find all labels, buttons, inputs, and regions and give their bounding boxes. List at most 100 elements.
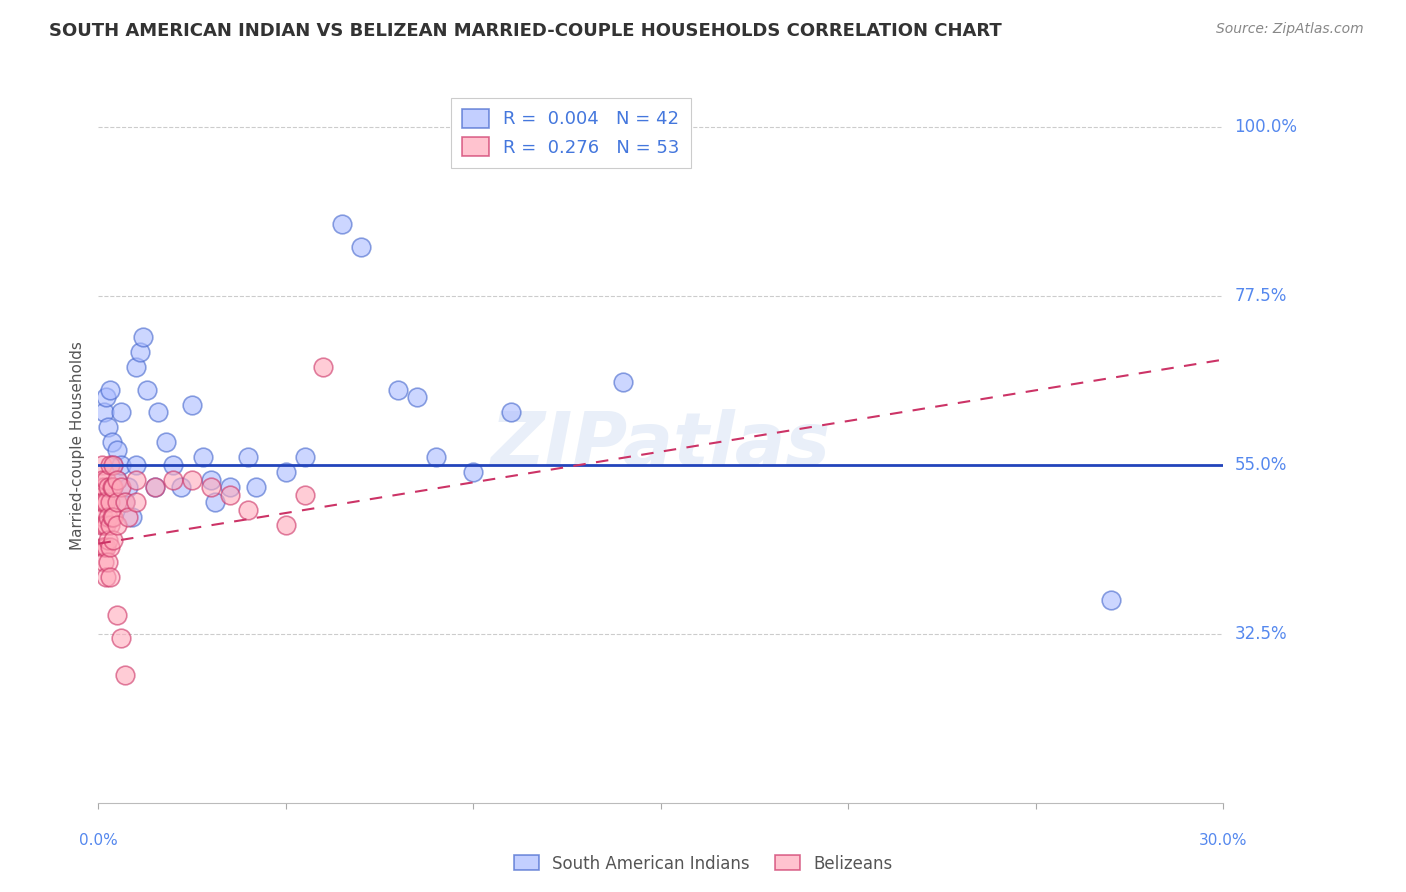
Point bbox=[612, 375, 634, 389]
Point bbox=[105, 517, 128, 532]
Point bbox=[204, 495, 226, 509]
Point bbox=[105, 442, 128, 457]
Point bbox=[125, 458, 148, 472]
Text: 100.0%: 100.0% bbox=[1234, 118, 1298, 136]
Point bbox=[98, 495, 121, 509]
Point bbox=[170, 480, 193, 494]
Point bbox=[105, 473, 128, 487]
Point bbox=[98, 541, 121, 555]
Point bbox=[103, 458, 125, 472]
Point bbox=[114, 495, 136, 509]
Point bbox=[93, 517, 115, 532]
Legend: South American Indians, Belizeans: South American Indians, Belizeans bbox=[508, 848, 898, 880]
Point bbox=[105, 607, 128, 622]
Point bbox=[91, 473, 114, 487]
Point bbox=[312, 360, 335, 375]
Point bbox=[143, 480, 166, 494]
Text: Source: ZipAtlas.com: Source: ZipAtlas.com bbox=[1216, 22, 1364, 37]
Point bbox=[103, 533, 125, 547]
Point bbox=[181, 398, 204, 412]
Point bbox=[132, 330, 155, 344]
Point bbox=[114, 495, 136, 509]
Point bbox=[93, 480, 115, 494]
Point bbox=[94, 495, 117, 509]
Point bbox=[155, 435, 177, 450]
Point bbox=[143, 480, 166, 494]
Point bbox=[121, 510, 143, 524]
Point bbox=[97, 510, 120, 524]
Point bbox=[100, 435, 122, 450]
Point bbox=[97, 480, 120, 494]
Point bbox=[90, 495, 112, 509]
Point bbox=[93, 405, 115, 419]
Point bbox=[91, 458, 114, 472]
Point bbox=[238, 450, 260, 465]
Point bbox=[110, 480, 132, 494]
Point bbox=[98, 458, 121, 472]
Point bbox=[425, 450, 447, 465]
Point bbox=[94, 517, 117, 532]
Point bbox=[91, 541, 114, 555]
Point bbox=[125, 360, 148, 375]
Point bbox=[274, 517, 297, 532]
Point bbox=[105, 495, 128, 509]
Point bbox=[100, 480, 122, 494]
Point bbox=[330, 218, 353, 232]
Point bbox=[103, 458, 125, 472]
Point bbox=[89, 480, 111, 494]
Text: 30.0%: 30.0% bbox=[1199, 833, 1247, 848]
Point bbox=[117, 510, 139, 524]
Point bbox=[98, 383, 121, 397]
Point bbox=[100, 510, 122, 524]
Point bbox=[218, 488, 240, 502]
Point bbox=[94, 390, 117, 404]
Point bbox=[193, 450, 215, 465]
Text: ZIPatlas: ZIPatlas bbox=[491, 409, 831, 483]
Point bbox=[245, 480, 267, 494]
Point bbox=[103, 480, 125, 494]
Point bbox=[114, 668, 136, 682]
Point bbox=[136, 383, 159, 397]
Point bbox=[294, 488, 316, 502]
Text: 77.5%: 77.5% bbox=[1234, 286, 1286, 305]
Point bbox=[94, 473, 117, 487]
Point bbox=[105, 473, 128, 487]
Point bbox=[94, 570, 117, 584]
Point bbox=[238, 503, 260, 517]
Point bbox=[103, 480, 125, 494]
Point bbox=[181, 473, 204, 487]
Point bbox=[103, 510, 125, 524]
Point bbox=[463, 465, 485, 479]
Point bbox=[499, 405, 522, 419]
Point bbox=[97, 420, 120, 434]
Point bbox=[125, 495, 148, 509]
Point bbox=[110, 631, 132, 645]
Point bbox=[91, 495, 114, 509]
Point bbox=[93, 541, 115, 555]
Point bbox=[162, 458, 184, 472]
Point bbox=[117, 480, 139, 494]
Legend: R =  0.004   N = 42, R =  0.276   N = 53: R = 0.004 N = 42, R = 0.276 N = 53 bbox=[451, 98, 690, 168]
Point bbox=[97, 556, 120, 570]
Point bbox=[93, 495, 115, 509]
Text: SOUTH AMERICAN INDIAN VS BELIZEAN MARRIED-COUPLE HOUSEHOLDS CORRELATION CHART: SOUTH AMERICAN INDIAN VS BELIZEAN MARRIE… bbox=[49, 22, 1002, 40]
Point bbox=[110, 405, 132, 419]
Point bbox=[294, 450, 316, 465]
Point bbox=[94, 541, 117, 555]
Point bbox=[148, 405, 170, 419]
Point bbox=[406, 390, 429, 404]
Point bbox=[97, 533, 120, 547]
Text: 0.0%: 0.0% bbox=[79, 833, 118, 848]
Point bbox=[218, 480, 240, 494]
Y-axis label: Married-couple Households: Married-couple Households bbox=[69, 342, 84, 550]
Point bbox=[200, 473, 222, 487]
Point bbox=[1099, 593, 1122, 607]
Point bbox=[98, 570, 121, 584]
Point bbox=[350, 240, 373, 254]
Point bbox=[98, 517, 121, 532]
Point bbox=[162, 473, 184, 487]
Point bbox=[93, 556, 115, 570]
Point bbox=[110, 458, 132, 472]
Point bbox=[128, 345, 150, 359]
Text: 32.5%: 32.5% bbox=[1234, 624, 1286, 643]
